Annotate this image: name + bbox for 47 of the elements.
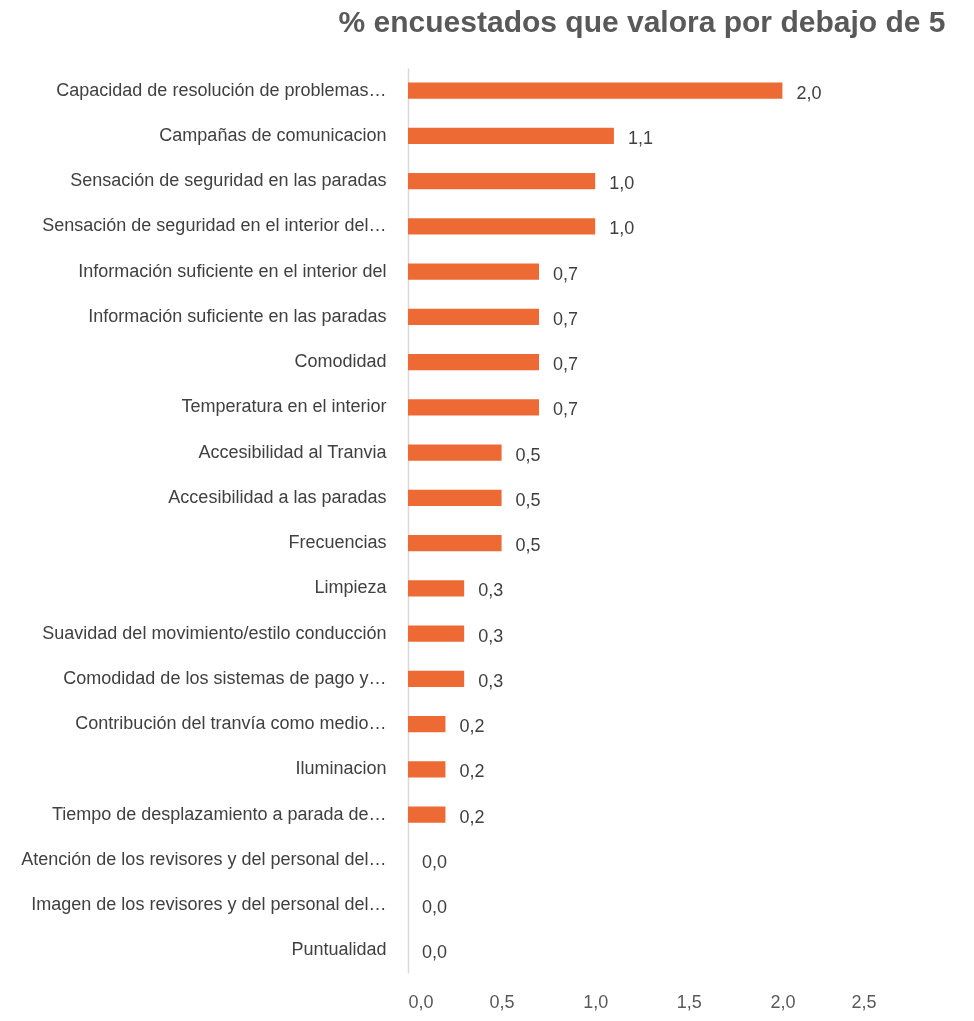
y-tick-label: Comodidad (294, 351, 387, 372)
data-label: 0,0 (422, 897, 448, 918)
data-label: 0,2 (459, 806, 485, 827)
data-label: 0,5 (515, 489, 541, 510)
data-label: 0,5 (515, 535, 541, 556)
y-tick-label: Imagen de los revisores y del personal del… (31, 894, 387, 915)
y-tick-label: Capacidad de resolución de problemas… (56, 79, 387, 100)
x-tick-label: 2,5 (851, 991, 877, 1012)
y-tick-label: Accesibilidad a las paradas (168, 486, 387, 507)
x-tick-label: 1,0 (583, 991, 609, 1012)
y-tick-label: Contribución del tranvía como medio… (75, 713, 387, 734)
y-tick-label: Tiempo de desplazamiento a parada de… (51, 803, 387, 824)
y-tick-label: Frecuencias (288, 532, 387, 553)
data-label: 0,7 (553, 354, 579, 375)
y-tick-label: Campañas de comunicacion (159, 124, 387, 145)
data-label: 0,2 (459, 716, 485, 737)
y-tick-label: Información suficiente en el interior del (78, 260, 387, 281)
data-label: 0,7 (553, 308, 579, 329)
data-label: 0,3 (478, 625, 504, 646)
data-label: 1,0 (609, 173, 635, 194)
y-tick-label: Accesibilidad al Tranvia (198, 441, 388, 462)
x-tick-label: 1,5 (676, 991, 702, 1012)
data-label: 1,1 (627, 127, 653, 148)
chart-title: % encuestados que valora por debajo de 5 (338, 5, 946, 38)
y-tick-label: Suavidad del movimiento/estilo conducción (42, 622, 387, 643)
x-tick-label: 0,0 (408, 991, 434, 1012)
data-label: 0,7 (553, 263, 579, 284)
data-label: 1,0 (609, 218, 635, 239)
data-label: 0,5 (515, 444, 541, 465)
x-tick-label: 2,0 (770, 991, 796, 1012)
y-tick-label: Sensación de seguridad en el interior del… (42, 215, 387, 236)
data-label: 2,0 (796, 82, 822, 103)
data-label: 0,0 (422, 851, 448, 872)
data-label: 0,3 (478, 580, 504, 601)
data-label: 0,0 (422, 942, 448, 963)
y-tick-label: Atención de los revisores y del personal del… (21, 848, 387, 869)
data-label: 0,2 (459, 761, 485, 782)
data-label: 0,7 (553, 399, 579, 420)
y-tick-label: Limpieza (314, 577, 388, 598)
y-tick-label: Comodidad de los sistemas de pago y… (63, 667, 387, 688)
y-tick-label: Iluminacion (295, 758, 387, 779)
y-tick-label: Temperatura en el interior (181, 396, 387, 417)
data-label: 0,3 (478, 670, 504, 691)
y-tick-label: Sensación de seguridad en las paradas (70, 170, 387, 191)
y-tick-label: Puntualidad (291, 939, 387, 960)
x-tick-label: 0,5 (489, 991, 515, 1012)
y-tick-label: Información suficiente en las paradas (88, 305, 387, 326)
